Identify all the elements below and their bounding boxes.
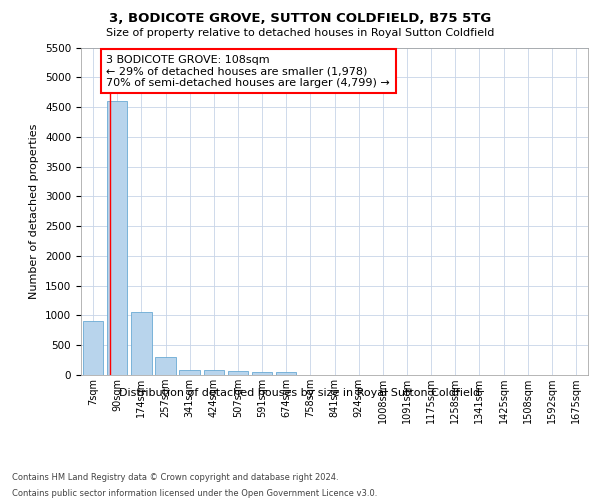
Bar <box>252 372 272 375</box>
Bar <box>131 312 152 375</box>
Text: Contains public sector information licensed under the Open Government Licence v3: Contains public sector information licen… <box>12 489 377 498</box>
Text: Contains HM Land Registry data © Crown copyright and database right 2024.: Contains HM Land Registry data © Crown c… <box>12 472 338 482</box>
Text: 3, BODICOTE GROVE, SUTTON COLDFIELD, B75 5TG: 3, BODICOTE GROVE, SUTTON COLDFIELD, B75… <box>109 12 491 26</box>
Bar <box>227 372 248 375</box>
Y-axis label: Number of detached properties: Number of detached properties <box>29 124 40 299</box>
Text: Distribution of detached houses by size in Royal Sutton Coldfield: Distribution of detached houses by size … <box>119 388 481 398</box>
Bar <box>179 370 200 375</box>
Bar <box>276 372 296 375</box>
Bar <box>107 101 127 375</box>
Bar <box>203 370 224 375</box>
Text: 3 BODICOTE GROVE: 108sqm
← 29% of detached houses are smaller (1,978)
70% of sem: 3 BODICOTE GROVE: 108sqm ← 29% of detach… <box>106 54 390 88</box>
Text: Size of property relative to detached houses in Royal Sutton Coldfield: Size of property relative to detached ho… <box>106 28 494 38</box>
Bar <box>155 357 176 375</box>
Bar <box>83 322 103 375</box>
